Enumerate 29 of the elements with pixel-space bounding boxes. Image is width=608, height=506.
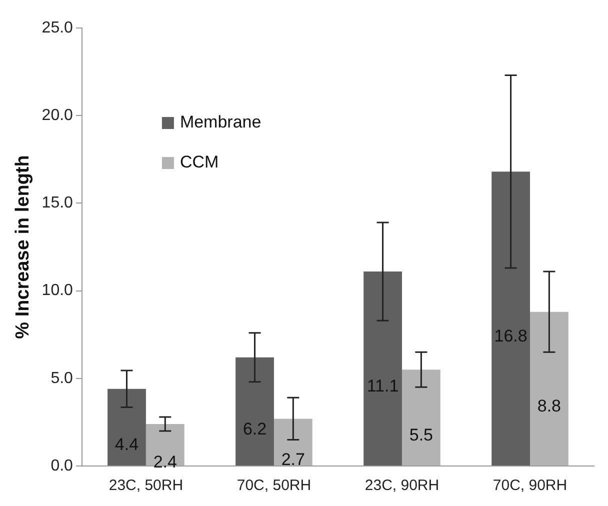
data-label: 11.1 xyxy=(366,376,399,396)
y-tick-label: 25.0 xyxy=(42,19,74,36)
bar xyxy=(236,357,274,466)
x-tick-label: 23C, 90RH xyxy=(364,477,440,494)
legend-label: Membrane xyxy=(180,112,262,132)
data-label: 16.8 xyxy=(494,326,528,346)
data-label: 6.2 xyxy=(242,419,267,438)
bar xyxy=(274,418,312,466)
x-tick-label: 23C, 50RH xyxy=(108,477,184,494)
bar xyxy=(108,388,146,466)
y-tick-label: 20.0 xyxy=(42,107,74,124)
y-tick-label: 5.0 xyxy=(50,370,74,387)
bar xyxy=(530,312,568,466)
bar xyxy=(146,424,184,466)
bar xyxy=(402,370,440,466)
y-tick-label: 15.0 xyxy=(42,194,74,212)
bar xyxy=(364,272,402,466)
y-axis-title: % Increase in length xyxy=(12,155,34,339)
y-tick-label: 10.0 xyxy=(42,282,74,300)
data-label: 5.5 xyxy=(409,426,433,445)
x-tick-label: 70C, 90RH xyxy=(492,477,568,494)
y-tick-label: 0.0 xyxy=(50,457,74,474)
data-label: 2.7 xyxy=(281,450,305,470)
x-tick-label: 70C, 50RH xyxy=(236,477,312,494)
data-label: 4.4 xyxy=(114,435,139,454)
legend-label: CCM xyxy=(180,152,219,172)
data-label: 8.8 xyxy=(537,396,562,416)
bar xyxy=(492,172,530,466)
data-label: 2.4 xyxy=(153,452,177,472)
